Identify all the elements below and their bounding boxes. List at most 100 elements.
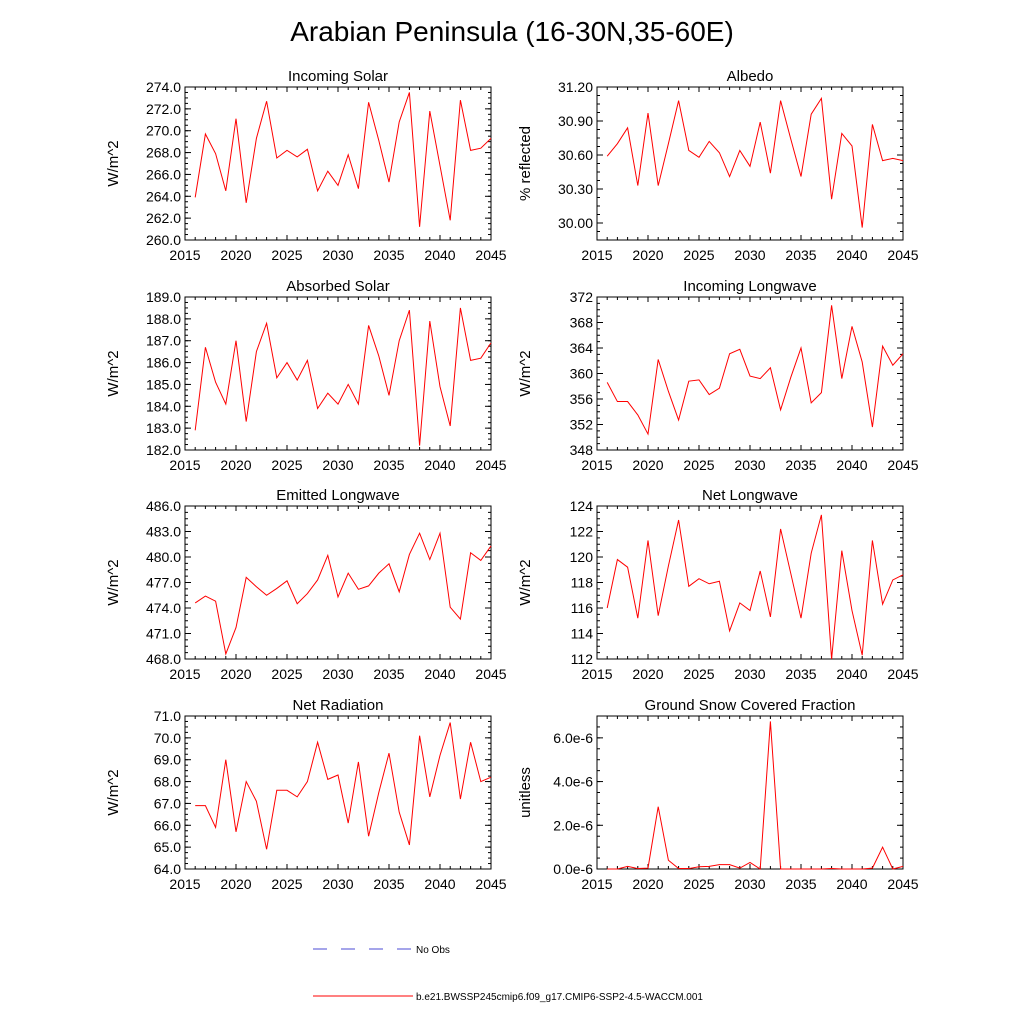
- y-tick-label: 30.00: [558, 215, 593, 231]
- y-tick-label: 2.0e-6: [553, 817, 593, 833]
- y-tick-label: 64.0: [154, 861, 181, 877]
- y-tick-label: 30.60: [558, 147, 593, 163]
- x-tick-label: 2045: [475, 876, 506, 892]
- y-tick-label: 122: [570, 524, 594, 540]
- x-tick-label: 2030: [734, 247, 765, 263]
- plot-frame: [184, 86, 492, 241]
- y-tick-label: 372: [570, 289, 594, 305]
- main-title: Arabian Peninsula (16-30N,35-60E): [290, 16, 734, 47]
- y-tick-label: 65.0: [154, 839, 181, 855]
- y-tick-label: 66.0: [154, 817, 181, 833]
- panel-5: Net Longwave 2015 2020 2025 2030 2035 2040 2045…: [517, 487, 919, 682]
- series-line: [606, 96, 904, 228]
- y-tick-label: 266.0: [146, 166, 181, 182]
- panel-title: Net Radiation: [293, 697, 384, 714]
- panel-0: Incoming Solar 2015 2020 2025 2030 2035 2040 20…: [105, 68, 507, 263]
- y-axis-label: unitless: [517, 767, 534, 818]
- y-tick-label: 356: [570, 391, 594, 407]
- x-tick-label: 2040: [836, 666, 867, 682]
- x-tick-label: 2035: [373, 457, 404, 473]
- x-tick-label: 2015: [169, 876, 200, 892]
- x-tick-label: 2040: [836, 247, 867, 263]
- y-tick-label: 477.0: [146, 575, 181, 591]
- x-tick-label: 2025: [683, 666, 714, 682]
- x-tick-label: 2020: [220, 666, 251, 682]
- series-line: [606, 514, 904, 660]
- y-tick-label: 4.0e-6: [553, 774, 593, 790]
- y-tick-label: 116: [571, 600, 594, 616]
- y-tick-label: 474.0: [146, 600, 181, 616]
- x-tick-label: 2015: [581, 247, 612, 263]
- x-tick-label: 2025: [683, 457, 714, 473]
- x-tick-label: 2035: [785, 457, 816, 473]
- panel-title: Net Longwave: [702, 487, 798, 504]
- y-tick-label: 6.0e-6: [553, 730, 593, 746]
- panel-title: Incoming Solar: [288, 68, 388, 85]
- plot-frame: [596, 296, 904, 451]
- y-tick-label: 71.0: [154, 708, 181, 724]
- plot-frame: [184, 505, 492, 660]
- panel-4: Emitted Longwave 2015 2020 2025 2030 2035 2040…: [105, 487, 507, 682]
- y-axis-label: W/m^2: [517, 559, 534, 605]
- x-tick-label: 2020: [632, 666, 663, 682]
- x-tick-label: 2045: [887, 457, 918, 473]
- y-tick-label: 471.0: [146, 626, 181, 642]
- y-tick-label: 264.0: [146, 188, 181, 204]
- series-line: [607, 721, 904, 870]
- x-tick-label: 2020: [632, 247, 663, 263]
- panel-3: Incoming Longwave 2015 2020 2025 2030 2035 204…: [517, 278, 919, 473]
- y-tick-label: 185.0: [146, 376, 181, 392]
- x-tick-label: 2025: [271, 876, 302, 892]
- series-line: [195, 722, 492, 850]
- panel-1: Albedo 2015 2020 2025 2030 2035 2040 2045 30.00 3…: [517, 68, 919, 263]
- y-tick-label: 30.30: [558, 181, 593, 197]
- x-tick-label: 2030: [734, 666, 765, 682]
- x-tick-label: 2040: [836, 876, 867, 892]
- x-tick-label: 2030: [322, 876, 353, 892]
- x-tick-label: 2035: [785, 666, 816, 682]
- x-tick-label: 2040: [424, 666, 455, 682]
- x-tick-label: 2045: [475, 457, 506, 473]
- x-tick-label: 2045: [475, 247, 506, 263]
- x-tick-label: 2025: [683, 876, 714, 892]
- y-tick-label: 486.0: [146, 498, 181, 514]
- plot-frame: [596, 715, 904, 870]
- legend-model-label: b.e21.BWSSP245cmip6.f09_g17.CMIP6-SSP2-4…: [416, 992, 703, 1003]
- x-tick-label: 2035: [785, 247, 816, 263]
- y-tick-label: 364: [570, 340, 594, 356]
- x-tick-label: 2015: [581, 666, 612, 682]
- y-tick-label: 260.0: [146, 232, 181, 248]
- y-tick-label: 272.0: [146, 101, 181, 117]
- x-tick-label: 2025: [271, 247, 302, 263]
- y-tick-label: 120: [570, 549, 594, 565]
- y-tick-label: 268.0: [146, 145, 181, 161]
- panel-2: Absorbed Solar 2015 2020 2025 2030 2035 2040 20…: [105, 278, 507, 473]
- x-tick-label: 2045: [887, 666, 918, 682]
- x-tick-label: 2040: [424, 247, 455, 263]
- y-tick-label: 189.0: [146, 289, 181, 305]
- x-tick-label: 2020: [220, 876, 251, 892]
- y-tick-label: 368: [570, 315, 594, 331]
- y-tick-label: 348: [570, 442, 594, 458]
- y-axis-label: W/m^2: [517, 350, 534, 396]
- y-tick-label: 483.0: [146, 524, 181, 540]
- y-tick-label: 0.0e-6: [553, 861, 593, 877]
- y-tick-label: 70.0: [154, 730, 181, 746]
- x-tick-label: 2020: [632, 876, 663, 892]
- x-tick-label: 2035: [785, 876, 816, 892]
- x-tick-label: 2015: [581, 876, 612, 892]
- y-axis-label: W/m^2: [105, 140, 122, 186]
- legend: No Obs b.e21.BWSSP245cmip6.f09_g17.CMIP6…: [313, 945, 703, 1003]
- y-tick-label: 114: [571, 626, 594, 642]
- series-line: [606, 305, 904, 436]
- panel-title: Absorbed Solar: [286, 278, 389, 295]
- x-tick-label: 2025: [271, 666, 302, 682]
- y-axis-label: W/m^2: [105, 350, 122, 396]
- y-tick-label: 480.0: [146, 549, 181, 565]
- x-tick-label: 2020: [632, 457, 663, 473]
- x-tick-label: 2030: [734, 457, 765, 473]
- panel-title: Ground Snow Covered Fraction: [645, 697, 856, 714]
- y-tick-label: 30.90: [558, 113, 593, 129]
- y-tick-label: 184.0: [146, 398, 181, 414]
- y-axis-label: W/m^2: [105, 769, 122, 815]
